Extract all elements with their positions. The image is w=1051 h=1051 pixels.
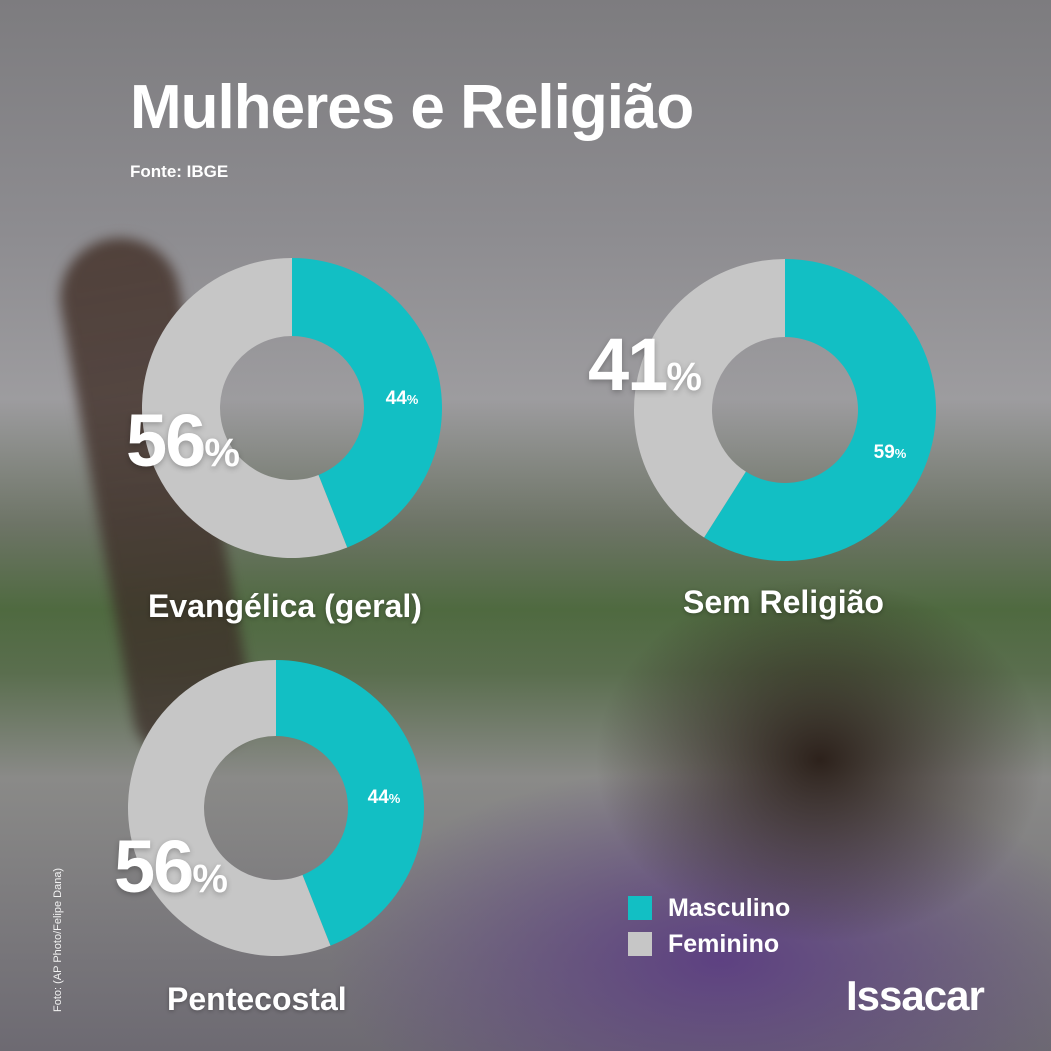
feminino-value: 41 (588, 323, 668, 406)
masculino-value-label-2: 44% (368, 787, 401, 808)
legend-label-masculino: Masculino (668, 893, 791, 922)
legend-item-feminino: Feminino (628, 930, 790, 958)
masculino-value-label-0: 44% (386, 388, 419, 409)
source-note: Fonte: IBGE (130, 162, 229, 181)
pct-unit: % (666, 355, 702, 399)
feminino-value: 56 (126, 399, 206, 482)
chart-label-pentecostal: Pentecostal (167, 981, 347, 1017)
pct-unit: % (204, 431, 240, 475)
masculino-value-label-1: 59% (874, 442, 907, 463)
page-title: Mulheres e Religião (130, 73, 694, 142)
brand-logo: Issacar (846, 972, 985, 1019)
chart-label-sem-religiao: Sem Religião (683, 584, 884, 620)
legend-swatch-feminino (628, 932, 652, 956)
photo-credit: Foto: (AP Photo/Felipe Dana) (52, 867, 64, 1012)
feminino-pct-evangelica: 56% (126, 398, 240, 483)
donut-slice-feminino-0 (142, 258, 348, 558)
legend: Masculino Feminino (628, 894, 790, 966)
donut-slice-masculino-2 (276, 660, 424, 946)
donut-slice-masculino-0 (292, 258, 442, 548)
legend-item-masculino: Masculino (628, 894, 790, 922)
feminino-value: 56 (114, 825, 194, 908)
feminino-pct-sem-religiao: 41% (588, 322, 702, 407)
donut-slice-feminino-1 (634, 259, 785, 538)
chart-label-evangelica: Evangélica (geral) (148, 588, 422, 624)
donut-slice-feminino-2 (127, 660, 331, 956)
legend-label-feminino: Feminino (668, 929, 780, 958)
legend-swatch-masculino (628, 896, 652, 920)
pct-unit: % (192, 857, 228, 901)
donut-slice-masculino-1 (704, 259, 936, 561)
feminino-pct-pentecostal: 56% (114, 824, 228, 909)
